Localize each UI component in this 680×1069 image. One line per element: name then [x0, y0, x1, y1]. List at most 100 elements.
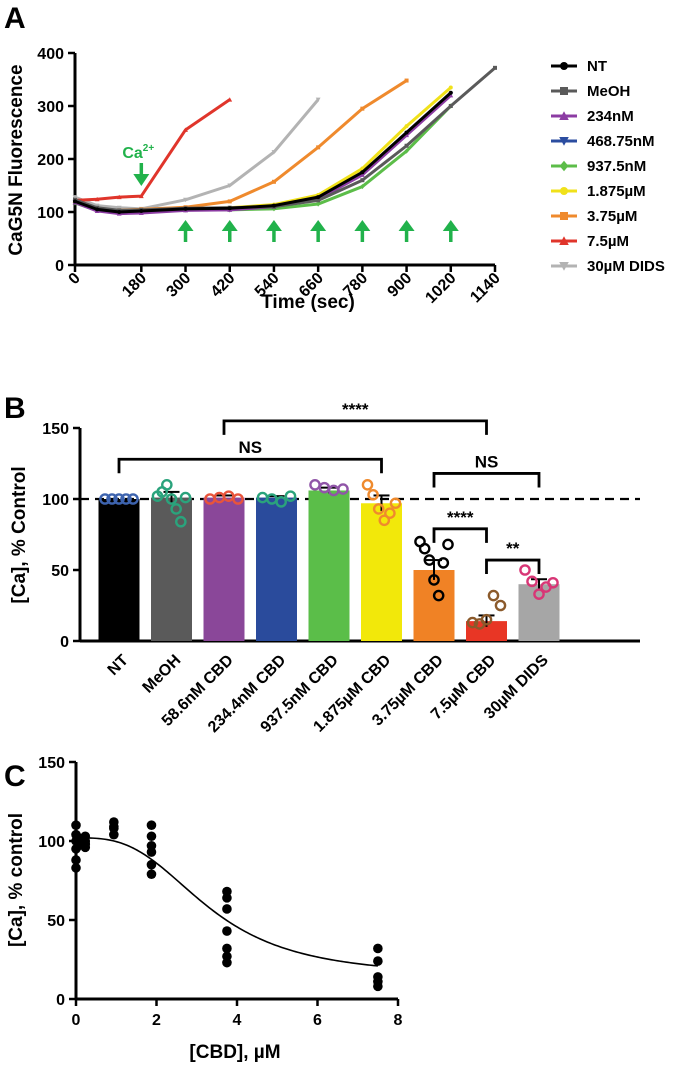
replicate-point [432, 589, 445, 602]
data-point [271, 150, 277, 155]
bar [361, 503, 402, 641]
replicate-point [120, 493, 132, 505]
replicate-point [179, 491, 192, 504]
data-point [315, 201, 321, 207]
data-point [227, 183, 233, 188]
legend-swatch-marker [559, 262, 569, 271]
replicate-point [99, 493, 111, 505]
data-point [139, 208, 144, 213]
replicate-point [337, 483, 349, 495]
significance-bracket [432, 472, 541, 488]
data-point [138, 193, 144, 199]
data-point [222, 926, 232, 936]
data-point [71, 863, 81, 873]
y-tick-label: 100 [42, 492, 69, 509]
significance-label: ** [506, 539, 520, 558]
data-point [360, 106, 365, 111]
data-point [448, 104, 453, 108]
data-point [71, 855, 81, 865]
significance-label: **** [447, 508, 474, 527]
legend-label: 30µM DIDS [587, 258, 665, 275]
bar [518, 584, 560, 641]
y-tick-label: 100 [38, 834, 65, 851]
significance-bracket [222, 419, 488, 435]
bar [413, 570, 455, 641]
data-point [404, 132, 409, 138]
replicate-point [284, 490, 297, 502]
significance-bracket [432, 527, 488, 543]
legend-label: MeOH [587, 83, 630, 100]
x-tick-label: 2 [152, 1012, 161, 1029]
panel-b-letter: B [4, 392, 26, 425]
data-point [404, 78, 409, 83]
data-point [183, 197, 188, 203]
replicate-point [384, 507, 396, 520]
replicate-point [547, 576, 559, 589]
panel-c-y-axis-title: [Ca], % control [6, 813, 27, 947]
replicate-point [437, 557, 450, 569]
significance-bracket [485, 558, 541, 575]
bar [98, 499, 140, 641]
bar [256, 497, 297, 641]
data-point [227, 206, 232, 211]
data-point [316, 195, 321, 200]
replicate-point [480, 613, 493, 626]
significance-label: **** [342, 400, 369, 419]
legend-swatch-marker [560, 62, 568, 70]
x-tick-label: 1020 [422, 270, 459, 307]
category-label: MeOH [140, 652, 185, 697]
bar [308, 490, 350, 641]
replicate-point [170, 503, 182, 515]
data-point [117, 210, 122, 214]
x-tick-label: 1140 [467, 270, 504, 307]
x-tick-label: 6 [313, 1012, 322, 1029]
addition-arrow-head [398, 220, 415, 231]
data-point [448, 93, 454, 98]
data-point [316, 145, 321, 150]
data-point [109, 821, 119, 832]
data-point [73, 199, 77, 204]
y-tick-label: 0 [55, 258, 64, 275]
replicate-point [367, 488, 379, 501]
panel-c-x-axis-title: [CBD], µM [189, 1042, 280, 1063]
legend-label: 7.5µM [587, 233, 629, 250]
data-point [222, 943, 232, 954]
panel-a: A CaG5N Fluorescence Time (sec) 0 100 200 3… [4, 2, 665, 313]
data-point [116, 205, 122, 211]
data-point [80, 842, 91, 853]
addition-arrow-head [221, 220, 238, 231]
data-point [72, 195, 78, 200]
replicate-point [361, 478, 374, 491]
x-tick-label: 0 [72, 1012, 81, 1029]
panel-c-letter: C [4, 760, 26, 793]
y-tick-label: 0 [60, 634, 69, 651]
data-point [359, 172, 365, 177]
data-point [222, 957, 232, 968]
data-point [109, 829, 119, 840]
replicate-point [423, 554, 436, 566]
y-tick-label: 300 [37, 99, 64, 116]
replicate-point [389, 497, 402, 510]
legend-swatch-marker [559, 160, 569, 172]
data-point [146, 820, 157, 830]
addition-arrow-head [442, 220, 459, 231]
data-point [360, 170, 365, 175]
x-tick-label: 4 [233, 1012, 242, 1029]
legend-label: 3.75µM [587, 208, 637, 225]
calcium-label-base: Ca [122, 145, 143, 162]
data-point [71, 820, 81, 830]
replicate-point [275, 496, 287, 508]
legend-swatch-marker [560, 187, 568, 195]
replicate-point [161, 478, 173, 491]
data-point [404, 148, 409, 154]
data-point [227, 199, 232, 204]
data-point [146, 869, 157, 879]
addition-arrow-head [310, 220, 327, 231]
y-tick-label: 0 [56, 992, 65, 1009]
legend-swatch-marker [559, 236, 569, 245]
replicate-point [372, 503, 385, 515]
data-point [183, 206, 188, 211]
legend-label: 1.875µM [587, 183, 646, 200]
legend-label: 234nM [587, 108, 634, 125]
